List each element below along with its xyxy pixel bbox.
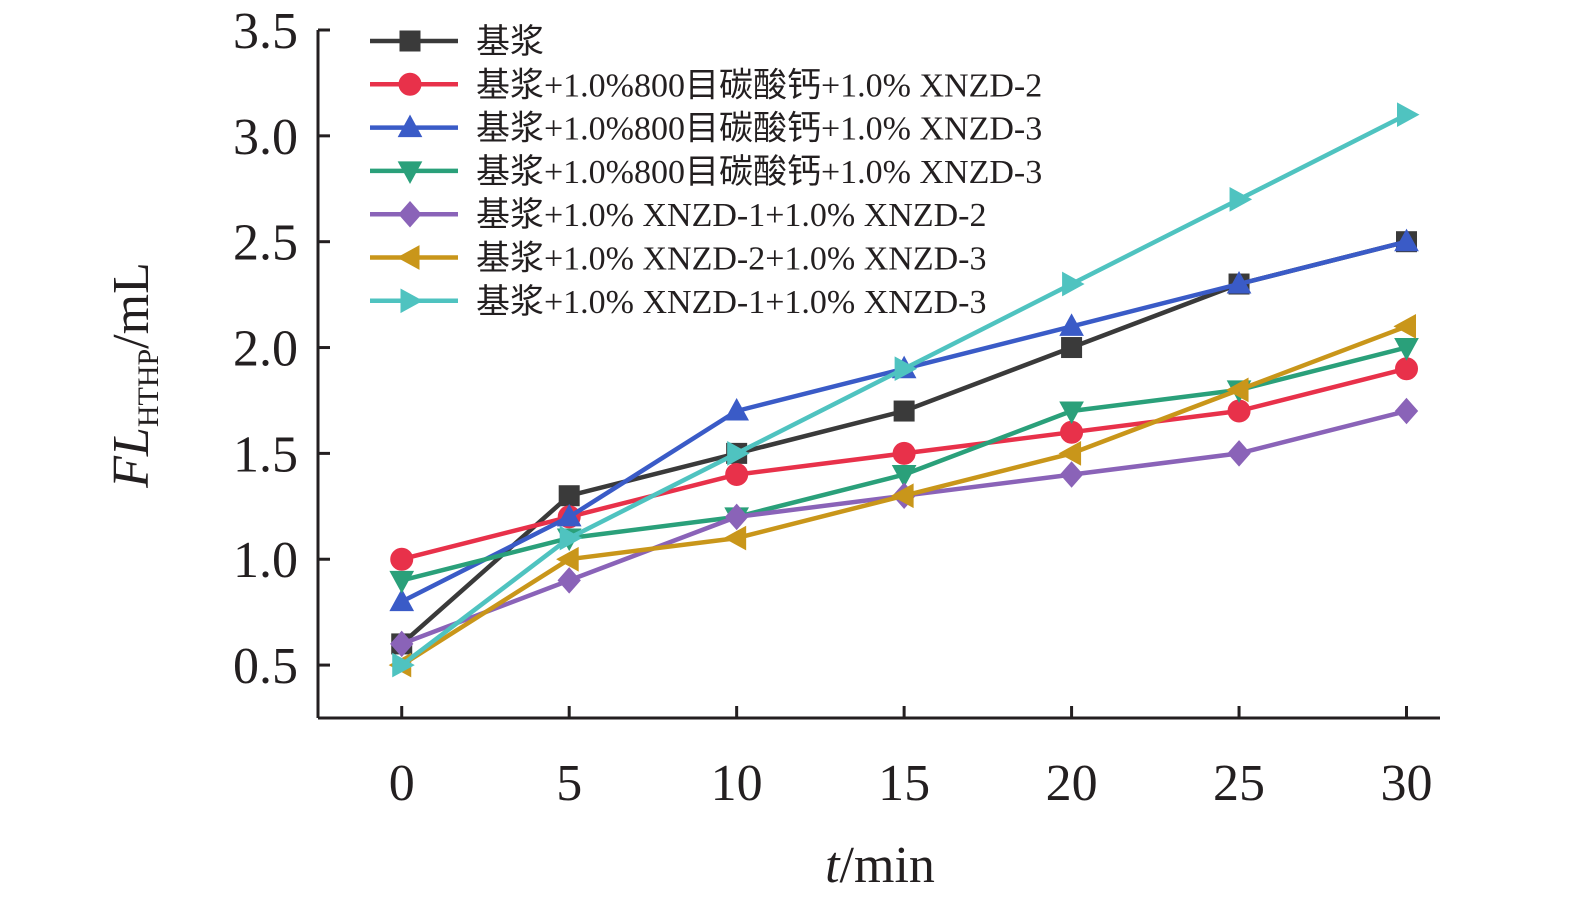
legend-marker	[397, 161, 423, 184]
data-point	[891, 465, 917, 488]
data-point	[1226, 377, 1249, 403]
data-point	[1058, 441, 1082, 466]
x-axis-title-italic: t	[825, 837, 841, 894]
data-point	[1060, 420, 1084, 444]
legend-entry: 基浆+1.0% XNZD-1+1.0% XNZD-3	[370, 283, 987, 321]
series-layer	[388, 102, 1420, 678]
x-tick-label: 0	[389, 755, 415, 812]
legend-label: 基浆+1.0% XNZD-1+1.0% XNZD-3	[476, 283, 987, 321]
legend-marker	[398, 200, 422, 228]
data-point	[1061, 337, 1083, 359]
legend-label: 基浆+1.0%800目碳酸钙+1.0% XNZD-3	[476, 110, 1042, 148]
y-tick-label: 3.0	[233, 109, 298, 166]
legend-label: 基浆+1.0% XNZD-1+1.0% XNZD-2	[476, 196, 987, 234]
y-axis-title-subscript: HTHP	[132, 349, 165, 427]
data-point	[1059, 461, 1084, 488]
data-point	[1062, 271, 1085, 297]
legend-entry: 基浆+1.0%800目碳酸钙+1.0% XNZD-3	[370, 153, 1042, 191]
x-tick-label: 20	[1046, 755, 1098, 812]
series-7	[392, 102, 1420, 678]
data-point	[389, 588, 415, 612]
legend-marker	[400, 288, 424, 314]
data-point	[724, 503, 749, 531]
data-point	[556, 546, 579, 572]
series-2	[390, 357, 1419, 571]
data-point	[392, 652, 415, 678]
data-point	[557, 567, 581, 594]
data-point	[390, 547, 414, 571]
legend-marker	[399, 30, 421, 52]
x-axis-title-unit: /min	[840, 837, 935, 894]
legend-marker	[398, 72, 422, 96]
y-tick-label: 1.0	[233, 532, 298, 589]
data-point	[725, 463, 749, 487]
legend-label: 基浆	[476, 23, 544, 61]
data-point	[893, 400, 915, 422]
y-axis-title: FLHTHP/mL	[103, 262, 165, 489]
data-point	[892, 441, 916, 465]
x-tick-label: 15	[878, 755, 930, 812]
data-point	[1395, 357, 1419, 381]
data-point	[1226, 270, 1252, 294]
y-tick-label: 3.5	[233, 3, 298, 60]
data-point	[1059, 401, 1084, 425]
data-point	[1227, 440, 1251, 467]
x-tick-label: 10	[711, 755, 763, 812]
data-point	[724, 398, 750, 421]
legend-marker	[396, 245, 420, 270]
data-point	[1393, 314, 1417, 339]
legend-marker	[397, 114, 423, 138]
data-point	[558, 485, 580, 507]
legend-entry: 基浆+1.0%800目碳酸钙+1.0% XNZD-3	[370, 110, 1042, 148]
data-point	[1397, 102, 1420, 128]
legend-entry: 基浆+1.0% XNZD-2+1.0% XNZD-3	[370, 240, 987, 278]
legend-entry: 基浆+1.0% XNZD-1+1.0% XNZD-2	[370, 196, 987, 234]
data-point	[559, 525, 583, 551]
data-point	[894, 356, 918, 382]
y-tick-label: 2.0	[233, 321, 298, 378]
y-tick-label: 0.5	[233, 638, 298, 695]
data-point	[390, 630, 414, 658]
legend-entry: 基浆+1.0%800目碳酸钙+1.0% XNZD-2	[370, 66, 1042, 104]
x-axis-title: t/min	[825, 837, 935, 894]
y-axis-title-unit: /mL	[103, 262, 160, 349]
data-point	[1394, 228, 1419, 252]
data-point	[723, 525, 747, 551]
legend-label: 基浆+1.0% XNZD-2+1.0% XNZD-3	[476, 240, 987, 278]
data-point	[727, 441, 750, 466]
legend-entry: 基浆	[370, 23, 544, 61]
series-6	[388, 314, 1417, 678]
axes: 0.5 1.0 1.5 2.0 2.5 3.0 3.5 0 5 10 15 20 25 30	[233, 3, 1440, 812]
legend-label: 基浆+1.0%800目碳酸钙+1.0% XNZD-2	[476, 66, 1042, 104]
data-point	[389, 570, 415, 594]
data-point	[1059, 313, 1084, 336]
x-tick-label: 5	[556, 755, 582, 812]
data-point	[1227, 399, 1251, 423]
legend-label: 基浆+1.0%800目碳酸钙+1.0% XNZD-3	[476, 153, 1042, 191]
y-tick-label: 2.5	[233, 215, 298, 272]
x-tick-label: 25	[1213, 755, 1265, 812]
data-point	[1229, 187, 1253, 212]
y-tick-label: 1.5	[233, 426, 298, 483]
data-point	[891, 483, 914, 509]
data-point	[1394, 397, 1419, 425]
data-point	[1394, 338, 1419, 361]
data-point	[556, 503, 582, 527]
y-axis-title-italic: FL	[103, 427, 160, 489]
x-tick-label: 30	[1381, 755, 1433, 812]
